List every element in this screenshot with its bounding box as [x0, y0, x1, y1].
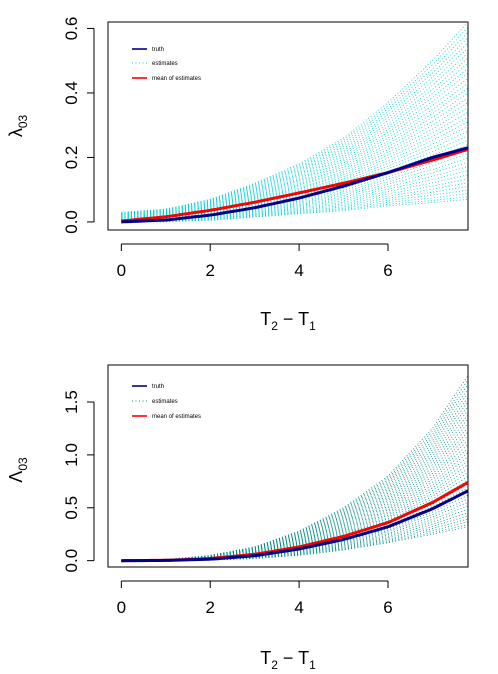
estimate-line [121, 42, 468, 214]
y-tick-label: 0.0 [62, 549, 81, 573]
y-tick-label: 1.5 [62, 390, 81, 414]
y-tick-label: 0.0 [62, 210, 81, 234]
x-tick-label: 0 [117, 598, 126, 617]
estimate-line [121, 384, 468, 562]
x-axis: 0 2 4 6 [117, 243, 393, 280]
x-axis-title: T2 − T1 [260, 309, 316, 333]
estimate-line [121, 435, 468, 562]
panel-top: 0 2 4 6 0.0 0.2 0.4 0.6 truth estimates mean o… [6, 17, 469, 333]
estimate-line [121, 26, 468, 213]
y-tick-label: 0.2 [62, 146, 81, 170]
estimate-line [121, 440, 468, 562]
estimate-line [121, 448, 468, 562]
x-tick-label: 6 [383, 598, 392, 617]
x-tick-label: 2 [205, 598, 214, 617]
legend: truth estimates mean of estimates [132, 47, 201, 82]
estimate-line [121, 135, 468, 219]
estimate-line [121, 379, 468, 562]
estimate-line [121, 62, 468, 215]
estimate-line [121, 431, 468, 562]
estimate-line [121, 97, 468, 217]
estimate-line [121, 444, 468, 562]
estimate-line [121, 139, 468, 220]
x-tick-label: 4 [294, 598, 303, 617]
legend-label-estimates: estimates [152, 399, 178, 405]
estimate-line [121, 52, 468, 215]
plot-box [107, 364, 469, 568]
legend-label-truth: truth [152, 47, 164, 53]
estimate-line [121, 116, 468, 218]
estimate-line [121, 397, 468, 562]
x-tick-label: 6 [383, 261, 392, 280]
estimate-line [121, 518, 468, 562]
legend-label-mean: mean of estimates [152, 76, 201, 82]
estimate-line [121, 498, 468, 562]
estimate-line [121, 423, 468, 562]
estimate-line [121, 414, 468, 562]
estimate-line [121, 406, 468, 562]
plot-box [107, 21, 469, 231]
y-axis: 0.0 0.2 0.4 0.6 [62, 17, 95, 234]
panel-bottom: 0 2 4 6 0.0 0.5 1.0 1.5 truth estimates mean o… [6, 364, 469, 672]
legend: truth estimates mean of estimates [132, 384, 201, 420]
x-axis-title: T2 − T1 [260, 648, 316, 672]
x-tick-label: 4 [294, 261, 303, 280]
estimate-line [121, 22, 468, 213]
estimate-line [121, 67, 468, 216]
estimate-line [121, 32, 468, 214]
estimate-line [121, 452, 468, 562]
y-tick-label: 0.4 [62, 81, 81, 105]
legend-label-estimates: estimates [152, 61, 178, 67]
truth-line [121, 146, 468, 224]
estimate-line [121, 130, 468, 219]
x-tick-label: 0 [117, 261, 126, 280]
y-tick-label: 0.6 [62, 17, 81, 41]
estimate-line [121, 126, 468, 219]
y-tick-label: 0.5 [62, 496, 81, 520]
estimate-line [121, 82, 468, 216]
y-tick-label: 1.0 [62, 443, 81, 467]
estimates-lines [121, 22, 468, 223]
estimate-line [121, 401, 468, 562]
legend-label-truth: truth [152, 384, 164, 390]
x-tick-label: 2 [205, 261, 214, 280]
main-lines [121, 481, 468, 563]
estimate-line [121, 144, 468, 220]
estimate-line [121, 427, 468, 562]
truth-line [121, 489, 468, 563]
legend-label-mean: mean of estimates [152, 414, 201, 420]
main-lines [121, 146, 468, 224]
y-axis-title: Λ03 [6, 457, 30, 483]
estimate-line [121, 72, 468, 216]
estimate-line [121, 87, 468, 217]
y-axis: 0.0 0.5 1.0 1.5 [62, 390, 95, 573]
y-axis-title: λ03 [6, 115, 30, 138]
estimate-line [121, 515, 468, 562]
estimate-line [121, 410, 468, 562]
estimate-line [121, 37, 468, 214]
estimate-line [121, 512, 468, 562]
x-axis: 0 2 4 6 [117, 580, 393, 617]
